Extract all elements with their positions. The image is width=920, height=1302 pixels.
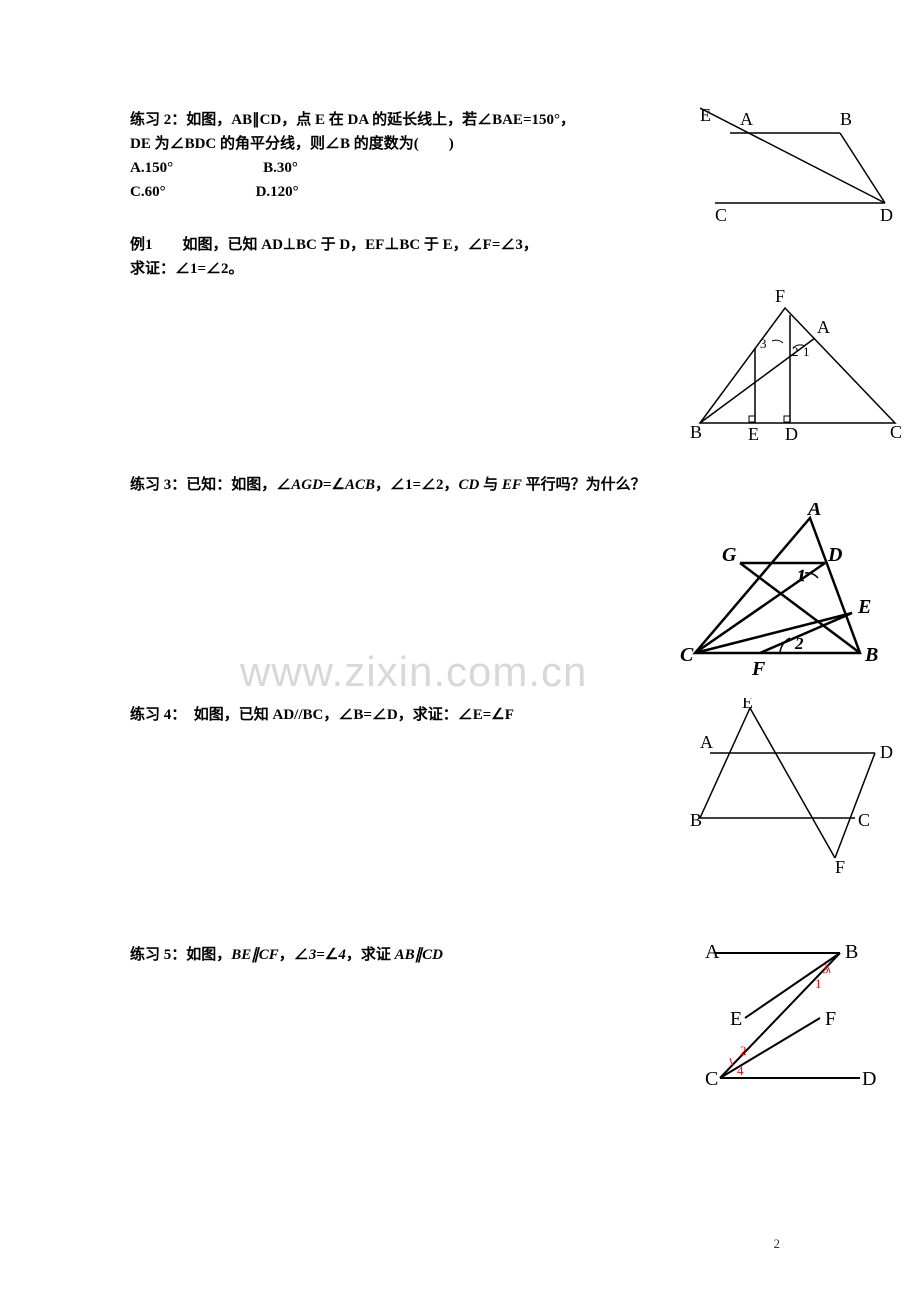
exercise-5: 练习 5：如图，BE∥CF，∠3=∠4，求证 AB∥CD A B E F C D… (130, 943, 790, 1113)
ex3-diagram: A G D E C F B 1 1 2 (680, 503, 910, 683)
svg-text:B: B (845, 941, 858, 963)
svg-text:F: F (751, 658, 766, 680)
example1-line1: 例1 如图，已知 AD⊥BC 于 D，EF⊥BC 于 E，∠F=∠3， (130, 233, 790, 257)
choice-d: D.120° (256, 180, 299, 204)
svg-text:B: B (840, 109, 852, 129)
ex2-line1: 练习 2：如图，AB∥CD，点 E 在 DA 的延长线上，若∠BAE=150°， (130, 108, 790, 132)
svg-text:2: 2 (794, 634, 804, 653)
ex5-line1: 练习 5：如图，BE∥CF，∠3=∠4，求证 AB∥CD (130, 943, 790, 967)
svg-text:E: E (748, 424, 759, 444)
svg-text:3: 3 (760, 336, 767, 351)
exercise-4: 练习 4： 如图，已知 AD//BC，∠B=∠D，求证：∠E=∠F E A D … (130, 703, 790, 893)
svg-text:3: 3 (822, 961, 829, 976)
svg-text:C: C (715, 205, 727, 223)
svg-text:C: C (890, 422, 902, 442)
svg-text:C: C (680, 644, 694, 666)
svg-text:E: E (742, 698, 753, 712)
example1-diagram: F A B E D C 3 2 1 (690, 288, 910, 448)
ex3-line1: 练习 3：已知：如图，∠AGD=∠ACB，∠1=∠2，CD 与 EF 平行吗？为… (130, 473, 790, 497)
svg-text:G: G (722, 544, 737, 566)
svg-text:E: E (700, 105, 711, 125)
svg-text:D: D (827, 544, 842, 566)
svg-text:4: 4 (737, 1063, 744, 1078)
svg-text:A: A (700, 732, 713, 752)
svg-text:E: E (857, 596, 871, 618)
choice-b: B.30° (263, 156, 298, 180)
svg-text:D: D (862, 1068, 876, 1090)
svg-text:1: 1 (815, 976, 822, 991)
svg-text:F: F (825, 1008, 836, 1030)
example-1: 例1 如图，已知 AD⊥BC 于 D，EF⊥BC 于 E，∠F=∠3， 求证：∠… (130, 233, 790, 453)
ex2-diagram: E A B C D (700, 103, 910, 223)
svg-text:D: D (880, 742, 893, 762)
svg-text:C: C (705, 1068, 718, 1090)
svg-text:A: A (817, 317, 830, 337)
svg-text:C: C (858, 810, 870, 830)
svg-text:F: F (835, 857, 845, 877)
svg-text:1: 1 (797, 566, 806, 585)
svg-text:A: A (806, 503, 821, 520)
svg-text:B: B (864, 644, 878, 666)
svg-text:F: F (775, 288, 785, 306)
example1-line2: 求证：∠1=∠2。 (130, 257, 790, 281)
svg-text:D: D (880, 205, 893, 223)
svg-text:B: B (690, 810, 702, 830)
choice-a: A.150° (130, 156, 173, 180)
svg-text:1: 1 (803, 344, 810, 359)
svg-text:B: B (690, 422, 702, 442)
svg-text:2: 2 (740, 1043, 747, 1058)
svg-text:A: A (705, 941, 720, 963)
exercise-3: 练习 3：已知：如图，∠AGD=∠ACB，∠1=∠2，CD 与 EF 平行吗？为… (130, 473, 790, 683)
svg-text:A: A (740, 109, 753, 129)
ex5-diagram: A B E F C D 3 1 2 4 (700, 933, 900, 1103)
exercise-2: 练习 2：如图，AB∥CD，点 E 在 DA 的延长线上，若∠BAE=150°，… (130, 108, 790, 208)
choice-c: C.60° (130, 180, 166, 204)
svg-text:D: D (785, 424, 798, 444)
page-number: 2 (774, 1236, 781, 1252)
svg-text:E: E (730, 1008, 742, 1030)
ex2-line2: DE 为∠BDC 的角平分线，则∠B 的度数为( ) (130, 132, 790, 156)
ex2-choice-row1: A.150° B.30° (130, 156, 790, 180)
ex4-diagram: E A D B C F (690, 698, 910, 878)
ex2-choice-row2: C.60° D.120° (130, 180, 790, 204)
